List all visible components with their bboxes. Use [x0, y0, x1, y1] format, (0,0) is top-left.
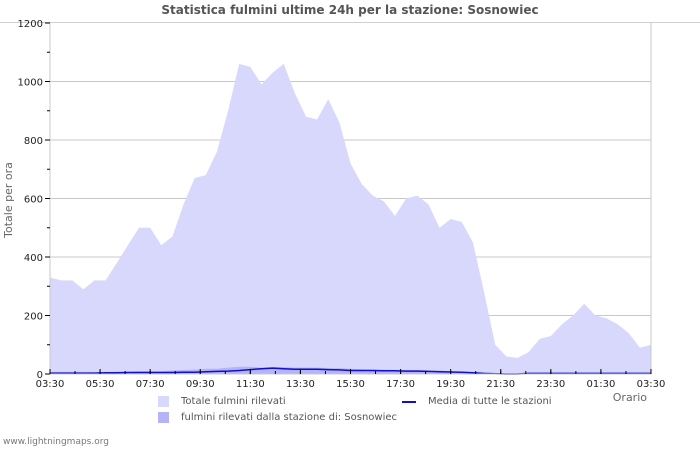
legend-label-average: Media di tutte le stazioni	[428, 396, 552, 407]
legend-label-station: fulmini rilevati dalla stazione di: Sosn…	[181, 412, 398, 423]
legend-item-total: Totale fulmini rilevati	[158, 396, 286, 407]
legend-swatch-station	[158, 412, 169, 423]
legend-swatch-total	[158, 396, 169, 407]
svg-text:21:30: 21:30	[486, 379, 515, 390]
legend-item-average: Media di tutte le stazioni	[402, 396, 552, 407]
svg-text:03:30: 03:30	[637, 379, 666, 390]
svg-text:400: 400	[24, 253, 43, 264]
chart-title: Statistica fulmini ultime 24h per la sta…	[161, 3, 539, 17]
x-axis-ticks: 03:30 05:30 07:30 09:30 11:30 13:30 15:30 17:30…	[36, 369, 666, 390]
svg-text:13:30: 13:30	[286, 379, 315, 390]
legend-item-station: fulmini rilevati dalla stazione di: Sosn…	[158, 412, 397, 423]
y-axis-title: Totale per ora	[2, 162, 15, 239]
svg-text:09:30: 09:30	[186, 379, 215, 390]
svg-text:23:30: 23:30	[536, 379, 565, 390]
series-total-area	[50, 63, 651, 375]
svg-text:01:30: 01:30	[587, 379, 616, 390]
legend-label-total: Totale fulmini rilevati	[181, 396, 286, 407]
svg-text:07:30: 07:30	[136, 379, 165, 390]
svg-text:05:30: 05:30	[86, 379, 115, 390]
svg-text:11:30: 11:30	[236, 379, 265, 390]
svg-text:600: 600	[24, 195, 43, 206]
svg-text:1200: 1200	[18, 19, 43, 30]
svg-text:0: 0	[37, 370, 43, 381]
svg-text:800: 800	[24, 136, 43, 147]
svg-text:200: 200	[24, 312, 43, 323]
legend: Totale fulmini rilevati fulmini rilevati…	[158, 396, 578, 428]
svg-text:17:30: 17:30	[386, 379, 415, 390]
title-divider	[0, 22, 700, 23]
legend-line-average	[402, 400, 416, 403]
svg-text:19:30: 19:30	[436, 379, 465, 390]
svg-text:1000: 1000	[18, 78, 43, 89]
credit-link[interactable]: www.lightningmaps.org	[3, 437, 109, 447]
svg-text:03:30: 03:30	[36, 379, 65, 390]
y-axis-ticks: 0 200 400 600 800 1000 1200	[18, 19, 50, 381]
x-axis-title: Orario	[613, 391, 648, 404]
svg-text:15:30: 15:30	[336, 379, 365, 390]
